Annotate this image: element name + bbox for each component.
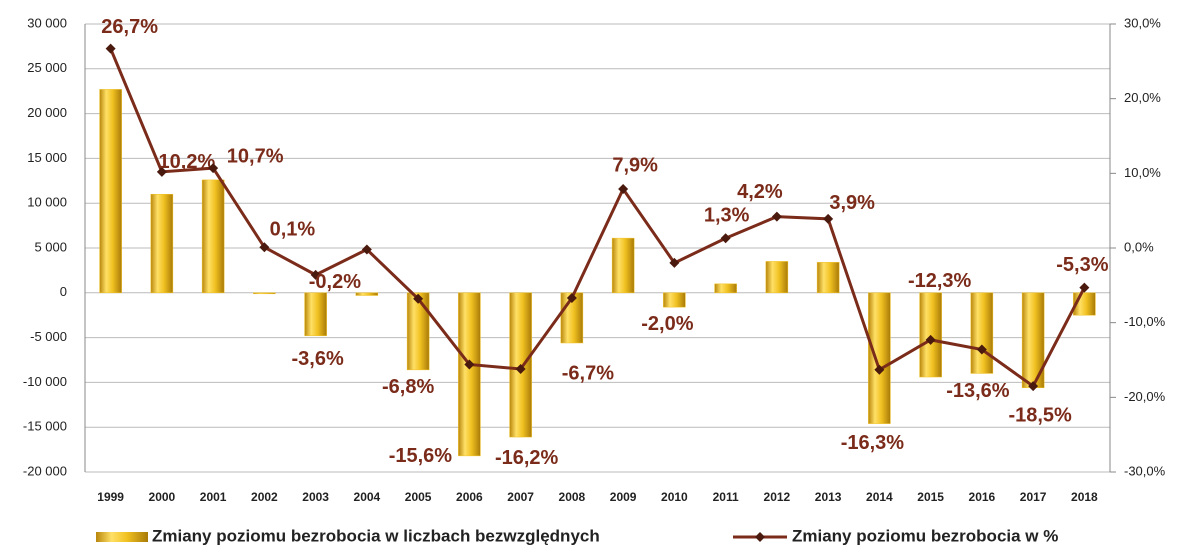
marker (925, 334, 936, 345)
legend-marker (755, 532, 765, 542)
marker (208, 163, 219, 174)
marker (1079, 282, 1090, 293)
legend-label: Zmiany poziomu bezrobocia w % (792, 526, 1058, 545)
data-label: -6,7% (562, 362, 614, 384)
data-label: -6,8% (382, 376, 434, 398)
bar (611, 237, 635, 294)
marker (413, 293, 424, 304)
data-label: -18,5% (1008, 404, 1072, 426)
marker (361, 244, 372, 255)
data-label: -3,6% (292, 348, 344, 370)
data-label: -0,2% (309, 271, 361, 293)
y-tick-label: 20 000 (27, 105, 67, 120)
bar (714, 283, 737, 294)
x-tick-label: 2009 (610, 490, 637, 504)
data-label: -12,3% (908, 270, 972, 292)
marker (566, 293, 577, 304)
marker (515, 363, 526, 374)
y-tick-label: 5 000 (34, 239, 67, 254)
data-label: -16,2% (495, 447, 559, 469)
y2-tick-label: -20,0% (1124, 389, 1166, 404)
bar (304, 292, 327, 337)
bar (253, 292, 276, 295)
data-label: 3,9% (829, 192, 875, 214)
y-tick-label: 30 000 (27, 15, 67, 30)
marker (156, 166, 167, 177)
y-tick-label: -10 000 (23, 374, 67, 389)
marker (310, 269, 321, 280)
legend-swatch (96, 532, 148, 542)
y-tick-label: -5 000 (30, 329, 67, 344)
y-tick-label: 15 000 (27, 150, 67, 165)
x-tick-label: 2007 (507, 490, 534, 504)
bar (970, 292, 994, 374)
y-tick-label: 25 000 (27, 60, 67, 75)
x-tick-label: 2005 (405, 490, 432, 504)
x-tick-label: 2002 (251, 490, 278, 504)
x-tick-label: 2016 (969, 490, 996, 504)
y-tick-label: -15 000 (23, 419, 67, 434)
y2-tick-label: 20,0% (1124, 90, 1161, 105)
data-label: 0,1% (270, 219, 316, 241)
y2-tick-label: -10,0% (1124, 314, 1166, 329)
y2-tick-label: -30,0% (1124, 463, 1166, 478)
x-tick-label: 2012 (764, 490, 791, 504)
bar (406, 292, 430, 371)
x-tick-label: 2017 (1020, 490, 1047, 504)
marker (976, 344, 987, 355)
data-label: 10,7% (227, 145, 284, 167)
marker (105, 43, 116, 54)
x-tick-label: 2015 (917, 490, 944, 504)
y2-tick-label: 10,0% (1124, 165, 1161, 180)
data-label: 7,9% (612, 154, 658, 176)
x-tick-label: 2018 (1071, 490, 1098, 504)
x-tick-label: 2000 (149, 490, 176, 504)
bar (458, 292, 481, 457)
legend-label: Zmiany poziomu bezrobocia w liczbach bez… (152, 526, 600, 545)
bar (355, 292, 379, 296)
x-tick-label: 2011 (713, 490, 739, 504)
bar (868, 292, 891, 424)
bar (765, 261, 789, 294)
data-label: 1,3% (704, 205, 750, 227)
x-tick-label: 2001 (200, 490, 227, 504)
marker (720, 233, 731, 244)
y-tick-label: 0 (60, 284, 67, 299)
x-tick-label: 1999 (97, 490, 124, 504)
marker (464, 359, 475, 370)
x-tick-label: 2004 (354, 490, 381, 504)
marker (823, 213, 834, 224)
marker (1028, 381, 1039, 392)
x-tick-label: 2003 (302, 490, 329, 504)
data-label: -15,6% (389, 445, 453, 467)
bar (816, 262, 840, 294)
y2-tick-label: 30,0% (1124, 15, 1161, 30)
data-label: -13,6% (946, 380, 1010, 402)
line (109, 48, 1086, 389)
data-label: -5,3% (1056, 254, 1108, 276)
y2-tick-label: 0,0% (1124, 239, 1154, 254)
y-tick-label: 10 000 (27, 195, 67, 210)
bar (150, 193, 174, 294)
marker (259, 242, 270, 253)
data-label: 4,2% (737, 181, 783, 203)
y-tick-label: -20 000 (23, 463, 67, 478)
marker (618, 184, 629, 195)
data-label: 10,2% (159, 151, 216, 173)
x-tick-label: 2013 (815, 490, 842, 504)
data-label: 26,7% (101, 16, 158, 38)
data-label: -2,0% (641, 313, 693, 335)
x-tick-label: 2010 (661, 490, 688, 504)
x-tick-label: 2008 (559, 490, 586, 504)
data-label: -16,3% (841, 432, 905, 454)
bar (663, 292, 686, 308)
bar (99, 89, 122, 294)
x-tick-label: 2014 (866, 490, 893, 504)
marker (874, 364, 885, 375)
marker (669, 257, 680, 268)
marker (771, 211, 782, 222)
bar (201, 179, 225, 294)
x-tick-label: 2006 (456, 490, 483, 504)
